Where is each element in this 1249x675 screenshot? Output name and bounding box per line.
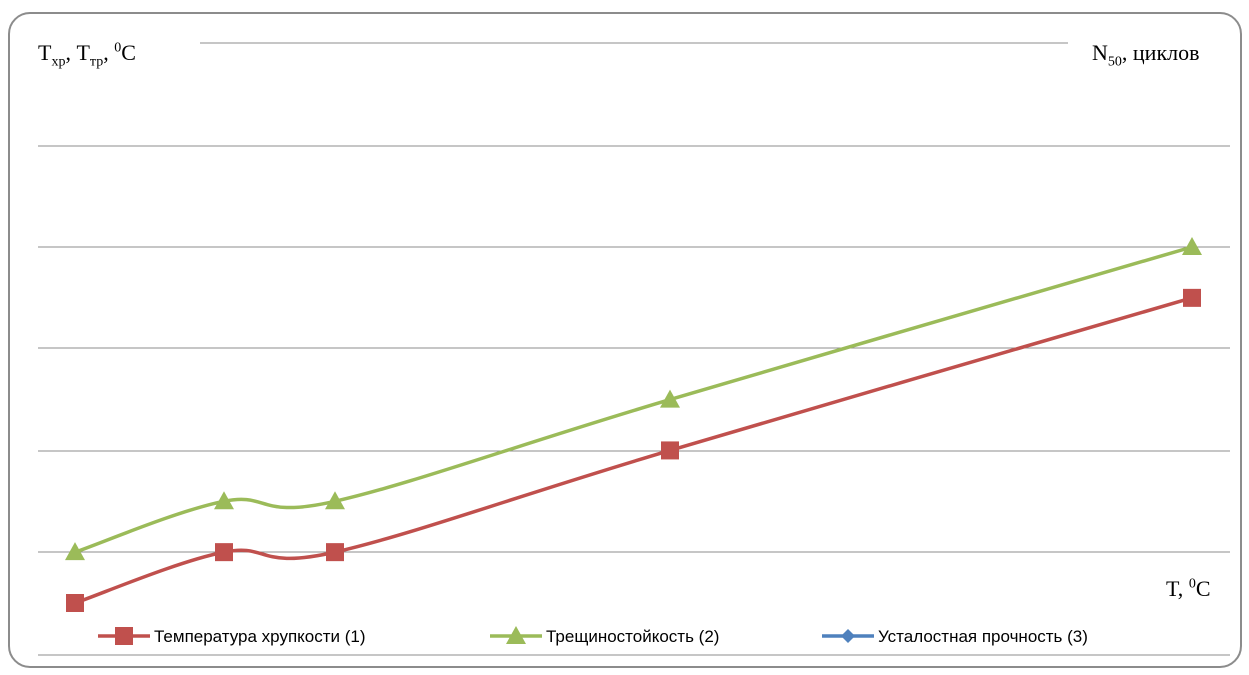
x-axis-label: T, 0C <box>1166 576 1211 601</box>
legend-marker-1 <box>115 627 133 645</box>
data-point-1 <box>661 441 679 460</box>
data-point-1 <box>215 543 233 562</box>
legend: Температура хрупкости (1) Трещиностойкост… <box>98 626 1088 646</box>
data-point-2 <box>325 491 345 510</box>
series-layer <box>65 237 1202 612</box>
legend-marker-2 <box>506 626 526 644</box>
series-line-2 <box>74 245 1193 554</box>
data-point-2 <box>214 491 234 510</box>
legend-marker-3 <box>841 629 855 643</box>
legend-label-2: Трещиностойкость (2) <box>546 627 719 646</box>
gridlines <box>38 42 1230 656</box>
legend-label-1: Температура хрупкости (1) <box>154 627 366 646</box>
data-point-2 <box>65 542 85 561</box>
data-point-1 <box>66 594 84 612</box>
series-line-1 <box>74 296 1193 605</box>
y-axis-label-right: N50, циклов <box>1092 40 1200 70</box>
y-axis-label-left: Tхр, Tтр, 0C <box>38 40 136 70</box>
legend-label-3: Усталостная прочность (3) <box>878 627 1088 646</box>
chart-frame <box>8 12 1242 668</box>
data-point-1 <box>326 543 344 562</box>
data-point-2 <box>660 389 680 408</box>
data-point-2 <box>1182 237 1202 255</box>
data-point-1 <box>1183 288 1201 307</box>
